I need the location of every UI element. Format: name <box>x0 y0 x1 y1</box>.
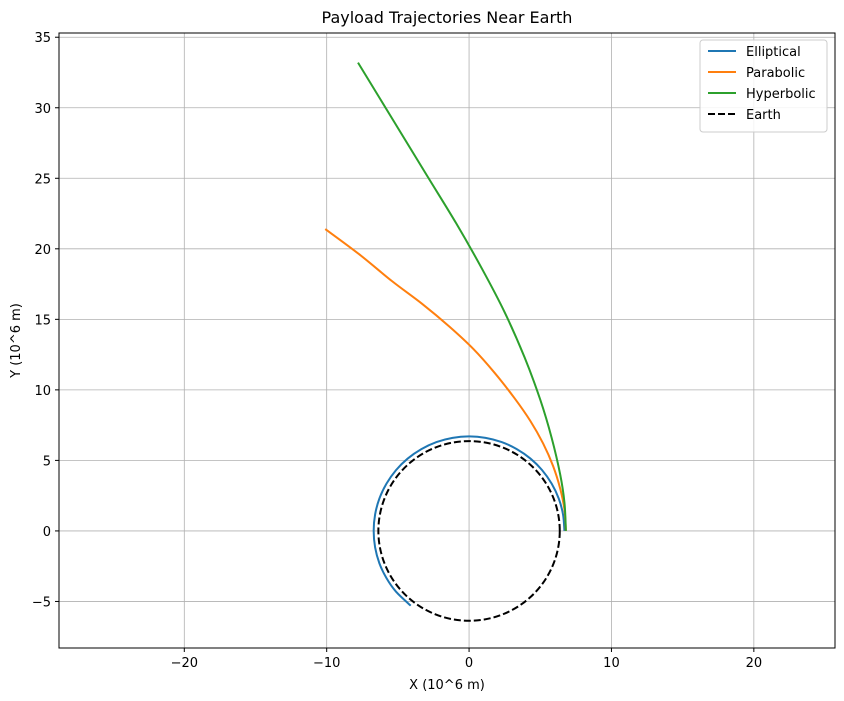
y-tick-label: 0 <box>43 525 51 540</box>
y-tick-label: 5 <box>43 454 51 469</box>
axes-frame <box>58 32 836 649</box>
legend-label-earth: Earth <box>746 108 781 123</box>
legend-box <box>699 39 828 133</box>
y-tick-label: 25 <box>34 172 51 187</box>
y-tick-label: 20 <box>34 243 51 258</box>
legend-label-hyperbolic: Hyperbolic <box>746 87 816 102</box>
x-tick-label: 20 <box>746 656 763 671</box>
x-axis-label: X (10^6 m) <box>409 678 485 693</box>
series-elliptical-line <box>372 435 566 607</box>
x-tick-label: 0 <box>465 656 473 671</box>
series-earth-line <box>377 440 561 622</box>
y-tick-label: −5 <box>32 595 51 610</box>
series-parabolic-line <box>324 228 567 531</box>
legend-label-parabolic: Parabolic <box>746 66 805 81</box>
y-axis-ticks: −5 0 5 10 15 20 25 30 35 <box>32 31 59 610</box>
y-tick-label: 30 <box>34 102 51 117</box>
x-tick-label: 10 <box>603 656 620 671</box>
x-axis-ticks: −20 −10 0 10 20 <box>171 648 763 671</box>
grid <box>59 33 835 648</box>
plot-area <box>324 62 567 622</box>
chart-title: Payload Trajectories Near Earth <box>322 8 573 27</box>
y-tick-label: 35 <box>34 31 51 46</box>
legend-label-elliptical: Elliptical <box>746 45 801 60</box>
x-tick-label: −10 <box>313 656 340 671</box>
x-tick-label: −20 <box>171 656 198 671</box>
y-tick-label: 10 <box>34 384 51 399</box>
y-tick-label: 15 <box>34 313 51 328</box>
series-hyperbolic-line <box>357 62 567 531</box>
series-layer <box>324 62 567 622</box>
y-axis-label: Y (10^6 m) <box>9 303 24 379</box>
legend: Elliptical Parabolic Hyperbolic Earth <box>699 39 828 133</box>
